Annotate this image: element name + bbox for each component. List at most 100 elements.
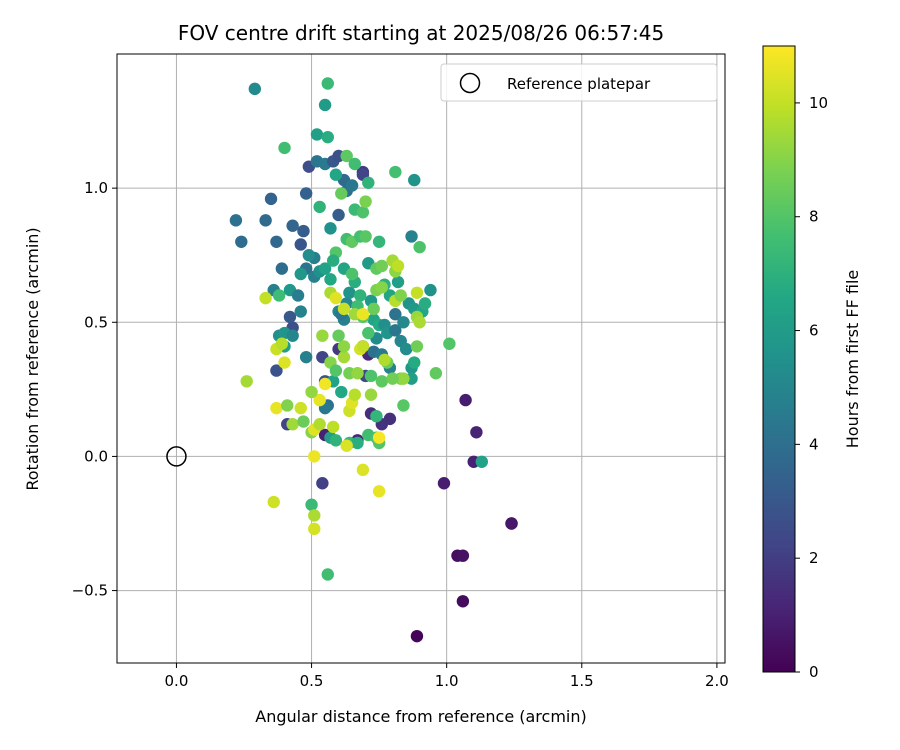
data-point [372, 235, 386, 248]
data-point [329, 434, 343, 447]
data-point [475, 455, 488, 468]
data-point [310, 128, 324, 141]
data-point [278, 356, 291, 369]
data-point [378, 353, 391, 367]
x-tick-label: 1.0 [435, 672, 459, 690]
data-point [413, 240, 426, 254]
data-point [505, 517, 518, 530]
data-point [313, 418, 326, 431]
data-point [302, 249, 316, 262]
data-point [391, 275, 405, 289]
data-point [326, 254, 340, 267]
data-point [383, 412, 397, 426]
data-point [389, 308, 402, 321]
data-point [326, 420, 340, 434]
data-point [281, 399, 294, 412]
reference-marker [166, 446, 187, 467]
data-point [345, 267, 359, 281]
data-point [397, 372, 410, 385]
data-point [410, 629, 424, 643]
data-point [364, 369, 378, 383]
data-point [340, 149, 353, 163]
data-point [267, 495, 280, 509]
colorbar-tick-label: 2 [809, 549, 819, 567]
data-point [356, 206, 370, 219]
data-point [397, 399, 410, 412]
data-point [272, 289, 286, 302]
data-point [456, 549, 470, 562]
y-tick-label: 0.0 [84, 447, 108, 465]
data-point [413, 316, 426, 329]
data-point [408, 173, 421, 187]
data-point [351, 436, 364, 450]
data-point [332, 329, 345, 342]
data-point [375, 259, 389, 273]
data-point [318, 262, 332, 275]
data-point [348, 388, 361, 401]
data-point [359, 195, 372, 208]
data-point [343, 286, 356, 299]
data-point [437, 477, 451, 490]
data-point [459, 393, 472, 407]
data-point [259, 214, 272, 227]
data-point [318, 377, 332, 391]
data-point [294, 267, 307, 281]
x-tick-label: 0.5 [300, 672, 324, 690]
data-point [424, 283, 437, 297]
data-point [324, 222, 337, 235]
data-point [370, 409, 383, 423]
data-point [240, 375, 253, 388]
data-point [405, 230, 418, 243]
data-point [305, 385, 318, 399]
data-point [356, 308, 370, 321]
data-point [286, 219, 299, 232]
data-point [248, 82, 262, 96]
data-point [321, 77, 334, 90]
data-point [470, 426, 483, 439]
data-point [375, 375, 389, 388]
colorbar-ticks: 0 2 4 6 8 10 [795, 94, 828, 681]
data-point [443, 337, 456, 350]
data-point [270, 364, 283, 377]
data-point [354, 289, 367, 302]
data-point [259, 291, 272, 305]
data-point [372, 431, 386, 444]
data-point [337, 350, 351, 364]
data-point [337, 340, 351, 353]
data-point [313, 393, 326, 407]
colorbar-tick-label: 4 [809, 435, 819, 453]
data-point [335, 187, 348, 200]
legend-box [440, 63, 718, 102]
data-point [329, 168, 343, 181]
data-point [305, 498, 318, 511]
data-point [351, 367, 364, 380]
legend-label: Reference platepar [507, 75, 651, 93]
grid [117, 54, 725, 663]
colorbar-label: Hours from first FF file [843, 270, 862, 449]
data-point [386, 372, 399, 385]
data-point [291, 289, 305, 302]
reference-platepar-marker [166, 446, 187, 467]
data-point [362, 326, 375, 340]
data-point [270, 235, 283, 248]
plot-area-frame [116, 53, 726, 664]
data-point [456, 595, 470, 608]
colorbar: 0 2 4 6 8 10 Hours from first FF file [762, 45, 862, 681]
data-point [418, 297, 432, 310]
data-point [299, 187, 313, 200]
colorbar-gradient [762, 45, 796, 673]
data-point [362, 176, 375, 189]
data-point [297, 415, 310, 428]
data-point [410, 340, 424, 353]
x-axis-label: Angular distance from reference (arcmin) [255, 707, 586, 726]
data-point [410, 286, 424, 299]
data-point [372, 485, 386, 498]
data-point [394, 289, 407, 302]
data-point [345, 179, 359, 192]
data-point [283, 310, 297, 324]
x-tick-label: 2.0 [705, 672, 729, 690]
data-point [294, 238, 307, 251]
data-point [235, 235, 248, 248]
data-point [356, 463, 370, 477]
colorbar-tick-label: 10 [809, 94, 828, 112]
